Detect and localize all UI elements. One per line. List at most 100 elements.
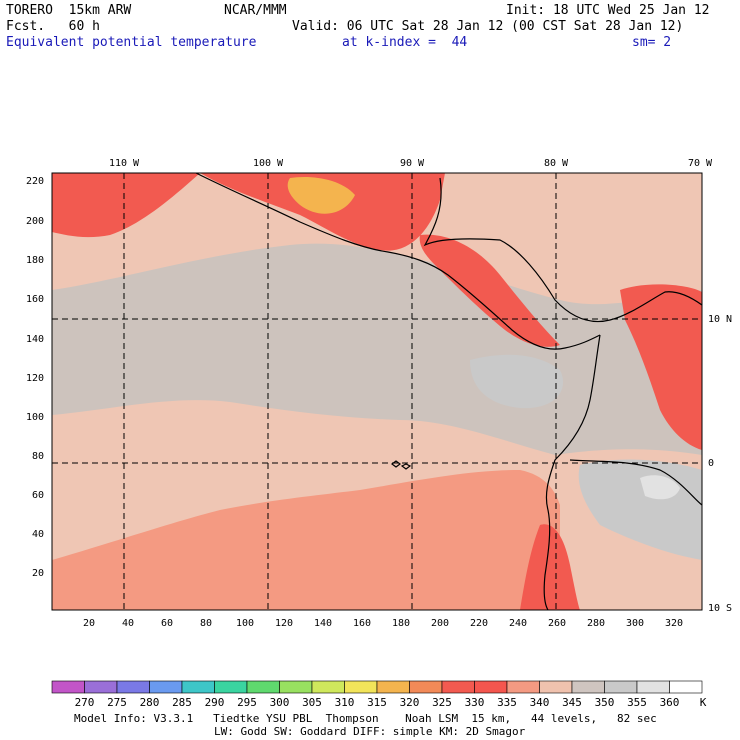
x-tick-label: 320 xyxy=(665,618,683,629)
colorbar-label: 355 xyxy=(627,696,647,709)
smoothing: sm= 2 xyxy=(632,35,672,50)
coastline-caribbean xyxy=(423,177,703,323)
coastlines xyxy=(195,172,703,611)
x-tick-label: 60 xyxy=(161,618,173,629)
colorbar-swatch xyxy=(344,680,378,694)
grey-patch-east xyxy=(470,354,564,409)
colorbar-swatch xyxy=(214,680,248,694)
x-tick-label: 300 xyxy=(626,618,644,629)
x-tick-label: 160 xyxy=(353,618,371,629)
red-region-peru xyxy=(520,524,580,610)
x-tick-label: 200 xyxy=(431,618,449,629)
colorbar-label: 295 xyxy=(237,696,257,709)
border-andes xyxy=(569,459,703,506)
y-tick-label: 20 xyxy=(32,568,44,579)
y-tick-label: 120 xyxy=(26,373,44,384)
colorbar-label: 330 xyxy=(464,696,485,709)
lon-label: 100 W xyxy=(253,158,284,169)
colorbar-label: 275 xyxy=(107,696,127,709)
colorbar-label: 325 xyxy=(432,696,452,709)
valid-time: Valid: 06 UTC Sat 28 Jan 12 (00 CST Sat … xyxy=(292,19,684,34)
x-tick-label: 40 xyxy=(122,618,134,629)
y-tick-label: 140 xyxy=(26,334,44,345)
x-tick-label: 120 xyxy=(275,618,293,629)
footer-physics: LW: Godd SW: Goddard DIFF: simple KM: 2D… xyxy=(214,725,526,738)
lon-label: 80 W xyxy=(544,158,569,169)
colorbar-swatch xyxy=(376,680,410,694)
colorbar xyxy=(51,680,703,694)
y-tick-label: 60 xyxy=(32,490,44,501)
colorbar-swatch xyxy=(311,680,345,694)
colorbar-swatch xyxy=(539,680,573,694)
colorbar-swatch xyxy=(474,680,508,694)
forecast-hour: Fcst. 60 h xyxy=(6,19,100,34)
colorbar-label: 290 xyxy=(204,696,225,709)
x-tick-label: 280 xyxy=(587,618,605,629)
colorbar-swatch xyxy=(246,680,280,694)
colorbar-swatch xyxy=(441,680,475,694)
colorbar-swatch xyxy=(84,680,118,694)
organization: NCAR/MMM xyxy=(224,3,287,18)
red-region-nw xyxy=(52,173,200,238)
y-tick-label: 160 xyxy=(26,294,44,305)
x-tick-label: 240 xyxy=(509,618,527,629)
salmon-band-south xyxy=(52,470,560,610)
lon-label: 90 W xyxy=(400,158,425,169)
coastline-central-america xyxy=(195,172,601,350)
colorbar-swatch xyxy=(506,680,540,694)
x-tick-label: 260 xyxy=(548,618,566,629)
colorbar-swatch xyxy=(116,680,150,694)
colorbar-label: 350 xyxy=(594,696,615,709)
colorbar-swatch xyxy=(604,680,638,694)
init-time: Init: 18 UTC Wed 25 Jan 12 xyxy=(506,3,710,18)
colorbar-label: 335 xyxy=(497,696,517,709)
colorbar-label: 280 xyxy=(139,696,160,709)
y-tick-label: 200 xyxy=(26,216,44,227)
lat-label: 10 N xyxy=(708,314,732,325)
red-region-caribbean xyxy=(620,284,702,450)
colorbar-label: 310 xyxy=(334,696,355,709)
colorbar-label: 340 xyxy=(529,696,550,709)
y-tick-label: 80 xyxy=(32,451,44,462)
level-index: at k-index = 44 xyxy=(342,35,468,50)
colorbar-label: 285 xyxy=(172,696,192,709)
plot-frame xyxy=(51,172,703,611)
field-name: Equivalent potential temperature xyxy=(6,35,257,50)
colorbar-swatch xyxy=(669,680,703,694)
colorbar-label: 320 xyxy=(399,696,420,709)
lon-label: 70 W xyxy=(688,158,713,169)
coastline-south-america xyxy=(543,334,601,611)
colorbar-label: 345 xyxy=(562,696,582,709)
lat-label: 0 xyxy=(708,458,714,469)
x-tick-label: 140 xyxy=(314,618,332,629)
lon-labels: 110 W 100 W 90 W 80 W 70 W xyxy=(109,158,713,169)
y-tick-label: 100 xyxy=(26,412,44,423)
colorbar-label: 305 xyxy=(302,696,322,709)
lat-label: 10 S xyxy=(708,603,732,614)
colorbar-swatch xyxy=(409,680,443,694)
colorbar-unit: K xyxy=(699,696,707,709)
colorbar-swatch xyxy=(51,680,85,694)
colorbar-swatch xyxy=(571,680,605,694)
colorbar-label: 315 xyxy=(367,696,387,709)
colorbar-label: 360 xyxy=(659,696,680,709)
footer-model-info: Model Info: V3.3.1 Tiedtke YSU PBL Thomp… xyxy=(74,712,657,725)
colorbar-swatch xyxy=(149,680,183,694)
model-name: TORERO 15km ARW xyxy=(6,3,132,18)
lat-labels: 10 N 0 10 S xyxy=(708,314,732,614)
x-tick-label: 180 xyxy=(392,618,410,629)
lon-label: 110 W xyxy=(109,158,140,169)
y-tick-label: 220 xyxy=(26,176,44,187)
colorbar-swatch xyxy=(636,680,670,694)
y-ticks: 220 200 180 160 140 120 100 80 60 40 20 xyxy=(26,176,44,579)
colorbar-swatch xyxy=(181,680,215,694)
x-ticks: 20 40 60 80 100 120 140 160 180 200 220 … xyxy=(83,618,683,629)
x-tick-label: 20 xyxy=(83,618,95,629)
island-galapagos xyxy=(391,460,412,470)
y-tick-label: 40 xyxy=(32,529,44,540)
field-shading xyxy=(52,173,702,610)
colorbar-swatch xyxy=(279,680,313,694)
colorbar-label: 300 xyxy=(269,696,290,709)
graticule xyxy=(52,173,702,610)
